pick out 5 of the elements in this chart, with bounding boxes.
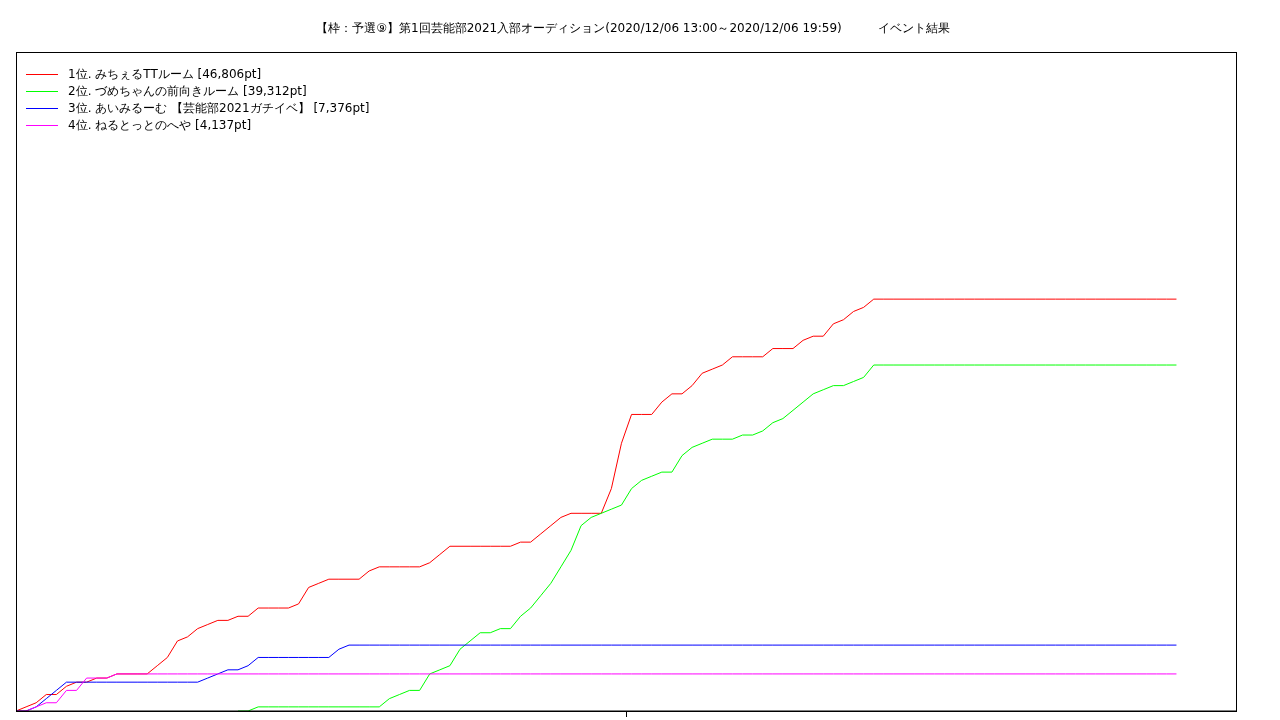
chart-title: 【枠：予選⑨】第1回芸能部2021入部オーディション(2020/12/06 13:00～2020/12/06 19:59) イベント結果 [315,20,951,37]
legend-label: 1位. みちぇるTTルーム [46,806pt] [68,66,262,83]
legend-label: 2位. づめちゃんの前向きルーム [39,312pt] [68,83,307,100]
legend-label: 3位. あいみるーむ 【芸能部2021ガチイベ】 [7,376pt] [68,100,370,117]
legend-label: 4位. ねるとっとのへや [4,137pt] [68,117,252,134]
